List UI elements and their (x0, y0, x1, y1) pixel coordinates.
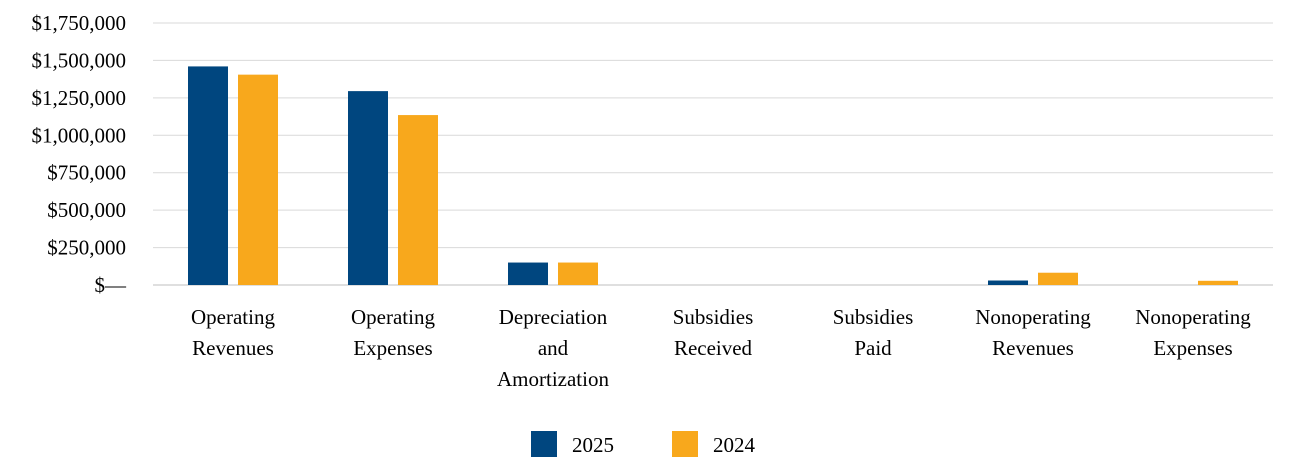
legend-label-2024: 2024 (713, 433, 756, 457)
bar-2024-operating-expenses (398, 115, 438, 286)
gridlines (153, 22, 1273, 286)
x-tick-label-line: Paid (854, 336, 892, 360)
x-tick-label: Subsidies Paid (833, 305, 914, 360)
x-tick-label: Depreciation and Amortization (497, 305, 609, 391)
x-tick-label-line: Revenues (192, 336, 274, 360)
x-tick-label: Nonoperating Revenues (975, 305, 1091, 360)
x-tick-label-line: and (538, 336, 569, 360)
x-tick-label: Operating Revenues (191, 305, 275, 360)
legend: 2025 2024 (531, 431, 756, 457)
y-tick-label: $500,000 (47, 198, 126, 222)
bars (188, 66, 1238, 286)
x-tick-label: Operating Expenses (351, 305, 435, 360)
legend-swatch-2024 (672, 431, 698, 457)
x-tick-label: Subsidies Received (673, 305, 754, 360)
y-tick-label: $1,000,000 (32, 123, 127, 147)
x-tick-label-line: Revenues (992, 336, 1074, 360)
y-tick-label: $750,000 (47, 161, 126, 185)
y-tick-label: $250,000 (47, 236, 126, 260)
x-tick-label-line: Expenses (353, 336, 432, 360)
x-tick-label-line: Subsidies (833, 305, 914, 329)
bar-2025-depreciation-and-amortization (508, 262, 548, 285)
y-tick-label: $— (95, 273, 128, 297)
x-tick-label-line: Nonoperating (975, 305, 1091, 329)
x-tick-label-line: Amortization (497, 367, 609, 391)
y-tick-label: $1,500,000 (32, 48, 127, 72)
x-tick-label: Nonoperating Expenses (1135, 305, 1251, 360)
bar-2024-nonoperating-revenues (1038, 272, 1078, 285)
x-tick-label-line: Subsidies (673, 305, 754, 329)
y-tick-label: $1,750,000 (32, 11, 127, 35)
legend-label-2025: 2025 (572, 433, 614, 457)
x-tick-label-line: Received (674, 336, 753, 360)
legend-swatch-2025 (531, 431, 557, 457)
x-axis-category-labels: Operating Revenues Operating Expenses Deprec… (191, 305, 1251, 391)
x-tick-label-line: Nonoperating (1135, 305, 1251, 329)
x-tick-label-line: Operating (191, 305, 275, 329)
bar-2025-operating-revenues (188, 66, 228, 285)
x-tick-label-line: Operating (351, 305, 435, 329)
bar-2024-depreciation-and-amortization (558, 262, 598, 285)
y-axis-tick-labels: $— $250,000 $500,000 $750,000 $1,000,000 $1,2… (32, 11, 128, 297)
y-tick-label: $1,250,000 (32, 86, 127, 110)
bar-2025-nonoperating-revenues (988, 280, 1028, 285)
bar-2024-operating-revenues (238, 74, 278, 285)
bar-2024-nonoperating-expenses (1198, 280, 1238, 285)
x-tick-label-line: Depreciation (499, 305, 608, 329)
bar-2025-operating-expenses (348, 91, 388, 286)
x-tick-label-line: Expenses (1153, 336, 1232, 360)
